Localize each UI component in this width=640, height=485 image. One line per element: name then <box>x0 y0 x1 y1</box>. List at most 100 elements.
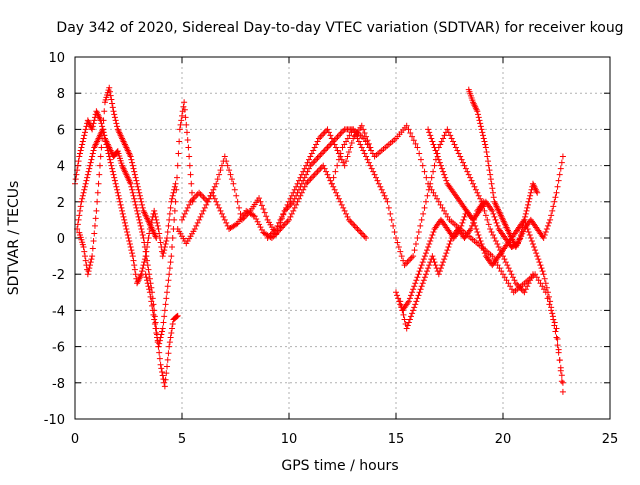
data-point <box>537 280 544 287</box>
data-point <box>502 259 509 266</box>
data-point <box>407 256 414 263</box>
data-point <box>81 253 88 260</box>
data-point <box>190 195 197 202</box>
data-point <box>307 162 314 169</box>
data-point <box>357 141 364 148</box>
data-point <box>172 198 179 205</box>
data-point <box>395 295 402 302</box>
data-point <box>250 212 257 219</box>
data-point <box>324 144 331 151</box>
data-point <box>439 204 446 211</box>
data-point <box>314 168 321 175</box>
data-point <box>233 192 240 199</box>
data-point <box>401 316 408 323</box>
data-point <box>80 135 87 142</box>
data-point <box>348 129 355 136</box>
data-point <box>543 284 550 291</box>
data-point <box>314 138 321 145</box>
data-point <box>412 241 419 248</box>
data-point <box>488 180 495 187</box>
data-point <box>410 137 417 144</box>
data-point <box>522 210 529 217</box>
data-point <box>287 201 294 208</box>
data-point <box>168 253 175 260</box>
x-tick-label: 15 <box>388 432 405 447</box>
data-point <box>98 144 105 151</box>
data-point <box>547 298 554 305</box>
data-point <box>95 180 102 187</box>
data-point <box>407 292 414 299</box>
data-point <box>458 222 465 229</box>
data-point <box>257 198 264 205</box>
data-point <box>176 126 183 133</box>
data-point <box>105 150 112 157</box>
data-point <box>254 218 261 225</box>
data-point <box>556 357 563 364</box>
data-point <box>538 265 545 272</box>
data-point <box>378 186 385 193</box>
data-point <box>474 228 481 235</box>
data-point <box>238 216 245 223</box>
data-point <box>477 120 484 127</box>
data-point <box>552 194 559 201</box>
data-point <box>485 162 492 169</box>
data-point <box>486 167 493 174</box>
data-point <box>426 183 433 190</box>
data-point <box>527 189 534 196</box>
data-point <box>287 213 294 220</box>
data-point <box>109 104 116 111</box>
data-point <box>164 363 171 370</box>
data-point <box>122 222 129 229</box>
data-point <box>475 231 482 238</box>
series-track-h <box>328 122 566 395</box>
data-point <box>179 216 185 223</box>
data-point <box>183 121 190 128</box>
data-point <box>424 192 431 199</box>
data-point <box>546 301 553 308</box>
data-point <box>304 159 311 166</box>
data-point <box>393 235 399 241</box>
data-point <box>171 207 178 214</box>
data-point <box>178 117 185 124</box>
data-point <box>442 174 449 181</box>
data-point <box>96 162 103 169</box>
data-point <box>440 135 447 142</box>
data-point <box>338 129 345 136</box>
data-point <box>218 210 225 217</box>
data-point <box>481 250 488 257</box>
data-point <box>151 316 158 323</box>
data-point <box>128 156 135 163</box>
data-point <box>147 293 154 300</box>
data-point <box>99 126 106 133</box>
data-point <box>479 244 486 251</box>
data-point <box>148 298 155 305</box>
data-point <box>182 114 189 121</box>
data-point <box>483 149 490 156</box>
data-point <box>227 171 234 178</box>
data-point <box>408 254 415 261</box>
data-point <box>311 171 318 178</box>
data-point <box>430 168 437 175</box>
data-point <box>81 132 88 139</box>
data-point <box>106 88 113 95</box>
data-point <box>151 313 158 320</box>
data-point <box>163 238 170 245</box>
data-point <box>402 260 409 267</box>
data-point <box>419 259 426 266</box>
data-point <box>480 247 487 254</box>
data-point <box>419 162 426 169</box>
data-point <box>131 262 138 269</box>
data-point <box>116 195 123 202</box>
data-point <box>337 198 344 205</box>
data-point <box>401 262 408 269</box>
data-point <box>559 379 566 386</box>
data-point <box>89 150 96 157</box>
data-point <box>496 265 503 272</box>
data-point <box>331 136 338 143</box>
data-point <box>457 153 464 160</box>
data-point <box>412 140 419 147</box>
data-point <box>304 179 311 186</box>
data-point <box>371 171 378 178</box>
data-point <box>527 235 534 241</box>
data-point <box>501 274 508 281</box>
